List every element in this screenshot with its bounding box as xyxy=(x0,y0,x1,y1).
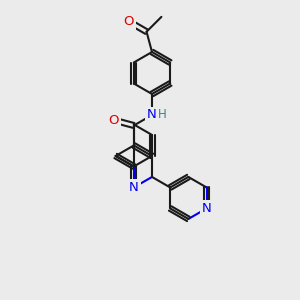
Text: N: N xyxy=(147,109,157,122)
Text: N: N xyxy=(129,181,139,194)
Text: O: O xyxy=(123,15,134,28)
Text: N: N xyxy=(202,202,212,215)
Text: H: H xyxy=(158,109,167,122)
Text: O: O xyxy=(108,114,119,127)
